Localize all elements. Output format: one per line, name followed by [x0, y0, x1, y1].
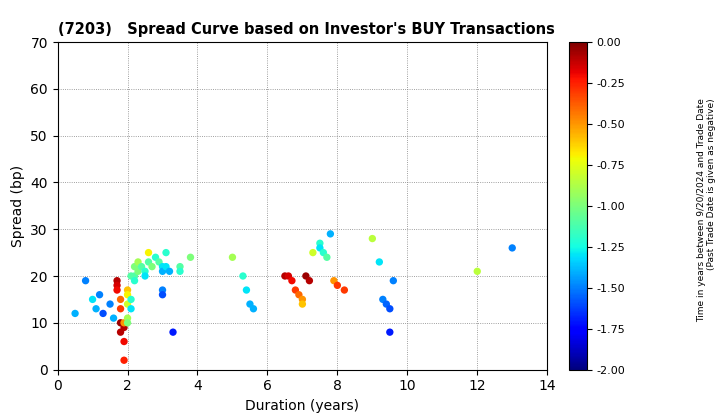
Point [118, 324, 130, 331]
Point [157, 291, 168, 298]
Point [90, 305, 102, 312]
Point [118, 357, 130, 364]
Point [118, 338, 130, 345]
Point [114, 329, 126, 336]
Point [122, 287, 133, 294]
Point [297, 296, 308, 303]
Point [384, 305, 395, 312]
Text: Time in years between 9/20/2024 and Trade Date
(Past Trade Date is given as nega: Time in years between 9/20/2024 and Trad… [697, 98, 716, 322]
Point [122, 320, 133, 326]
Point [506, 244, 518, 251]
Point [248, 305, 259, 312]
Point [384, 329, 395, 336]
Point [227, 254, 238, 261]
Point [174, 268, 186, 275]
Point [157, 263, 168, 270]
Point [167, 329, 179, 336]
Text: (7203)   Spread Curve based on Investor's BUY Transactions: (7203) Spread Curve based on Investor's … [58, 22, 554, 37]
Point [114, 296, 126, 303]
Point [132, 268, 144, 275]
Point [87, 296, 99, 303]
Point [161, 263, 172, 270]
Point [366, 235, 378, 242]
Point [80, 277, 91, 284]
Point [122, 315, 133, 321]
Point [283, 273, 294, 279]
Point [150, 254, 161, 261]
Point [114, 305, 126, 312]
Point [69, 310, 81, 317]
Point [122, 301, 133, 307]
Point [114, 320, 126, 326]
Point [293, 291, 305, 298]
Point [240, 287, 252, 294]
Point [286, 277, 297, 284]
Point [125, 305, 137, 312]
Point [314, 240, 325, 247]
Point [139, 268, 150, 275]
Point [328, 277, 340, 284]
Point [307, 249, 319, 256]
Point [300, 273, 312, 279]
Point [163, 268, 175, 275]
Point [157, 268, 168, 275]
Point [289, 287, 301, 294]
Point [387, 277, 399, 284]
Point [143, 259, 154, 265]
Point [174, 263, 186, 270]
Point [139, 273, 150, 279]
Point [122, 291, 133, 298]
Point [146, 263, 158, 270]
Point [314, 244, 325, 251]
Point [338, 287, 350, 294]
Point [161, 249, 172, 256]
Point [112, 282, 123, 289]
Point [129, 273, 140, 279]
Point [381, 301, 392, 307]
Point [279, 273, 291, 279]
Point [129, 263, 140, 270]
Point [321, 254, 333, 261]
Point [157, 287, 168, 294]
Point [297, 301, 308, 307]
Point [143, 249, 154, 256]
Point [377, 296, 389, 303]
Point [108, 315, 120, 321]
Y-axis label: Spread (bp): Spread (bp) [11, 165, 24, 247]
X-axis label: Duration (years): Duration (years) [246, 399, 359, 413]
Point [129, 277, 140, 284]
Point [332, 282, 343, 289]
Point [118, 320, 130, 326]
Point [153, 259, 165, 265]
Point [136, 263, 148, 270]
Point [325, 231, 336, 237]
Point [112, 277, 123, 284]
Point [132, 259, 144, 265]
Point [112, 287, 123, 294]
Point [304, 277, 315, 284]
Point [97, 310, 109, 317]
Point [374, 259, 385, 265]
Point [472, 268, 483, 275]
Point [94, 291, 105, 298]
Point [318, 249, 329, 256]
Point [125, 273, 137, 279]
Point [104, 301, 116, 307]
Point [185, 254, 197, 261]
Point [237, 273, 248, 279]
Point [244, 301, 256, 307]
Point [125, 296, 137, 303]
